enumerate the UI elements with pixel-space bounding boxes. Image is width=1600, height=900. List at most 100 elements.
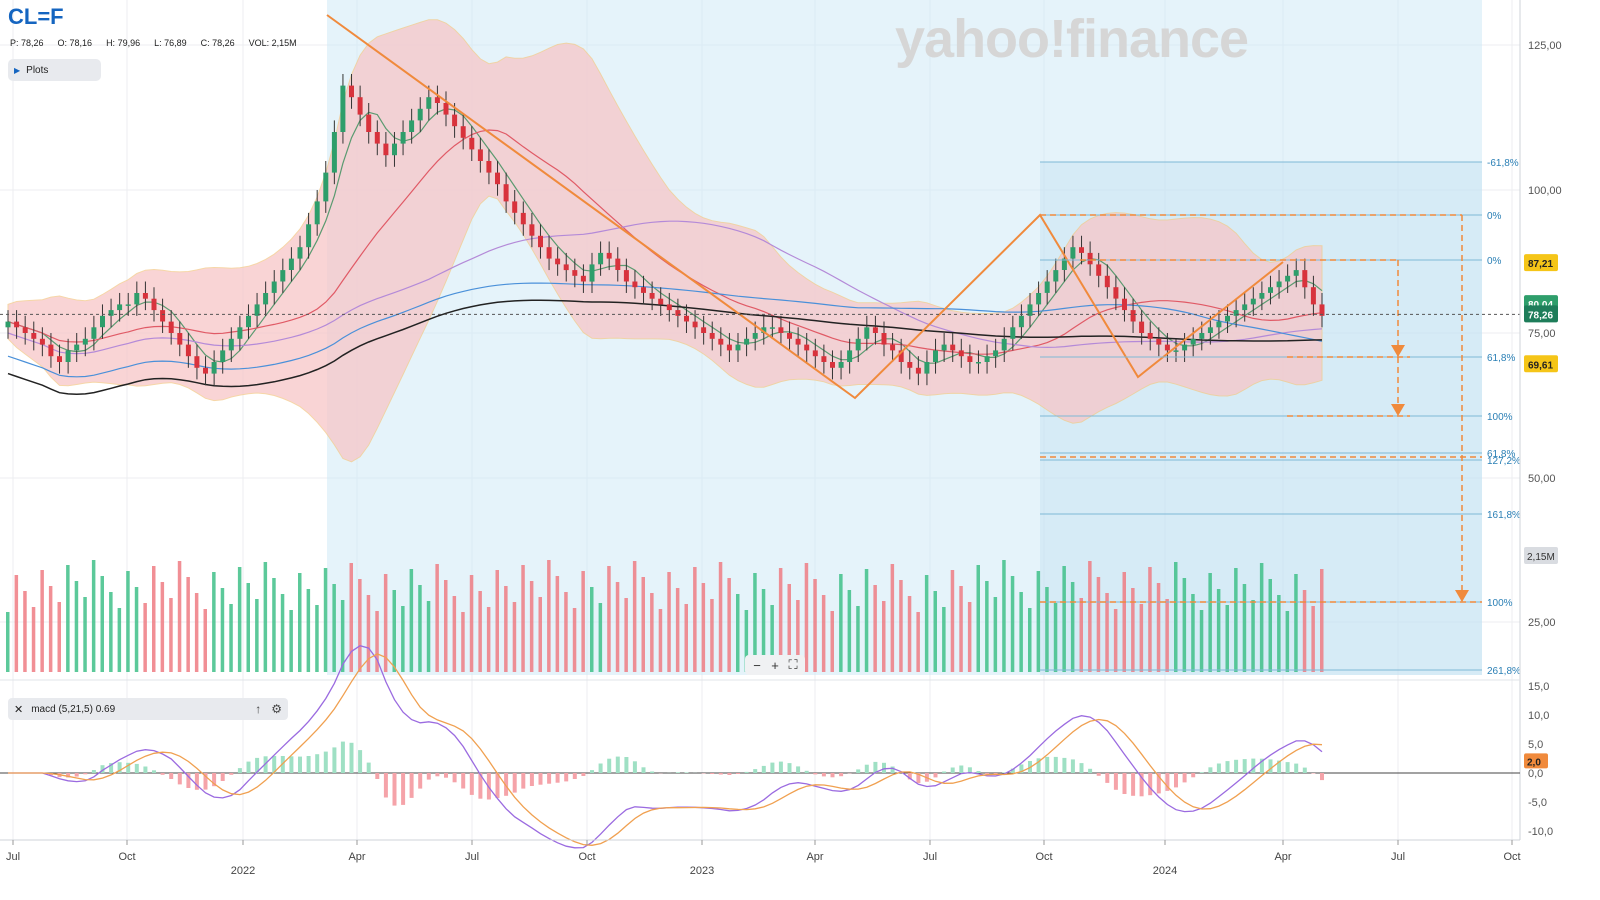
ohlc-p: P: 78,26	[10, 38, 44, 48]
macd-hist-bar	[1096, 773, 1101, 776]
plots-button[interactable]: ▶ Plots	[8, 59, 101, 81]
volume-bar	[14, 575, 19, 672]
time-axis-label: Apr	[806, 851, 823, 863]
candle-body	[1242, 304, 1248, 311]
macd-hist-bar	[985, 773, 990, 775]
gear-icon[interactable]: ⚙	[271, 702, 282, 716]
candle-body	[1259, 293, 1265, 299]
volume-bar	[143, 603, 147, 672]
macd-hist-bar	[272, 755, 277, 773]
candle-body	[57, 356, 62, 362]
volume-bar	[469, 575, 474, 672]
macd-hist-bar	[521, 773, 526, 789]
time-axis-label: Oct	[1035, 851, 1052, 863]
zoom-in-button[interactable]: +	[771, 657, 779, 673]
volume-bar	[1045, 587, 1049, 672]
candle-body	[744, 338, 750, 345]
candle-body	[572, 270, 578, 276]
ohlc-vol: VOL: 2,15M	[248, 38, 297, 48]
candle-body	[203, 367, 208, 374]
volume-bar	[890, 564, 895, 672]
candle-body	[1070, 247, 1076, 259]
candle-body	[563, 264, 569, 271]
candle-body	[615, 258, 621, 270]
candle-body	[1190, 338, 1196, 345]
macd-hist-bar	[1139, 773, 1144, 797]
candle-body	[847, 350, 853, 362]
macd-label: macd (5,21,5) 0.69	[31, 703, 116, 715]
macd-hist-bar	[675, 772, 680, 773]
macd-hist-bar	[856, 769, 861, 773]
macd-hist-bar	[504, 773, 509, 796]
candle-body	[220, 350, 226, 362]
candle-body	[795, 338, 801, 345]
candle-body	[349, 85, 354, 98]
volume-bar	[246, 583, 250, 672]
candle-body	[91, 327, 97, 339]
candle-body	[580, 275, 586, 282]
volume-bar	[1122, 572, 1126, 672]
volume-bar	[1302, 590, 1307, 672]
volume-bar	[289, 610, 293, 672]
volume-bar	[701, 583, 706, 672]
time-axis-label: 2022	[231, 865, 255, 877]
macd-hist-bar	[1010, 768, 1015, 773]
candle-body	[864, 327, 870, 339]
volume-bar	[109, 592, 113, 672]
macd-hist-bar	[1174, 773, 1178, 788]
macd-hist-bar	[641, 767, 646, 773]
candle-body	[924, 362, 930, 374]
volume-bar	[907, 596, 912, 672]
candle-body	[976, 362, 981, 364]
time-axis-label: Apr	[1274, 851, 1291, 863]
plots-label: Plots	[26, 64, 49, 76]
volume-bar	[718, 562, 723, 672]
candle-body	[726, 344, 732, 351]
ma-mid-line	[7, 129, 1323, 355]
price-axis-tick: 125,00	[1528, 40, 1562, 52]
ma-50-line	[7, 220, 1323, 355]
fib-label: -61,8%	[1487, 158, 1519, 169]
macd-hist-bar	[615, 756, 620, 773]
zoom-out-button[interactable]: −	[753, 657, 761, 673]
candle-body	[160, 310, 166, 322]
candle-body	[915, 367, 921, 374]
fib-label: 127,2%	[1487, 456, 1521, 467]
macd-hist-bar	[237, 768, 242, 773]
macd-hist-bar	[572, 773, 577, 779]
candle-body	[374, 132, 380, 144]
candle-body	[400, 132, 406, 144]
volume-bar	[787, 584, 791, 672]
macd-hist-bar	[916, 773, 921, 784]
close-icon[interactable]: ✕	[14, 703, 24, 716]
arrow-up-icon[interactable]: ↑	[255, 702, 262, 716]
macd-hist-bar	[1062, 757, 1067, 773]
volume-bar	[57, 602, 61, 672]
macd-hist-bar	[632, 761, 637, 773]
volume-bar	[521, 565, 525, 672]
volume-bar	[272, 578, 276, 672]
time-axis-label: Jul	[465, 851, 479, 863]
volume-bar	[504, 586, 508, 672]
volume-bar	[392, 590, 396, 672]
fullscreen-button[interactable]: ⛶	[788, 657, 798, 672]
macd-hist-bar	[650, 771, 655, 773]
price-tag: 78,26	[1528, 310, 1553, 321]
volume-bar	[48, 586, 53, 672]
macd-hist-bar	[564, 773, 569, 782]
macd-hist-bar	[1156, 773, 1161, 794]
volume-bar	[976, 565, 980, 672]
candles	[5, 74, 1325, 386]
volume-bar	[340, 600, 345, 672]
volume-bar	[778, 568, 783, 672]
volume-bar	[675, 588, 680, 672]
macd-hist-bar	[839, 773, 844, 777]
volume-bar	[1002, 560, 1006, 672]
volume-bar	[830, 611, 834, 672]
candle-body	[752, 333, 758, 339]
candle-body	[366, 114, 372, 132]
volume-bar	[1199, 610, 1204, 672]
macd-axis-tick: 10,0	[1528, 710, 1549, 722]
volume-bar	[229, 604, 233, 672]
